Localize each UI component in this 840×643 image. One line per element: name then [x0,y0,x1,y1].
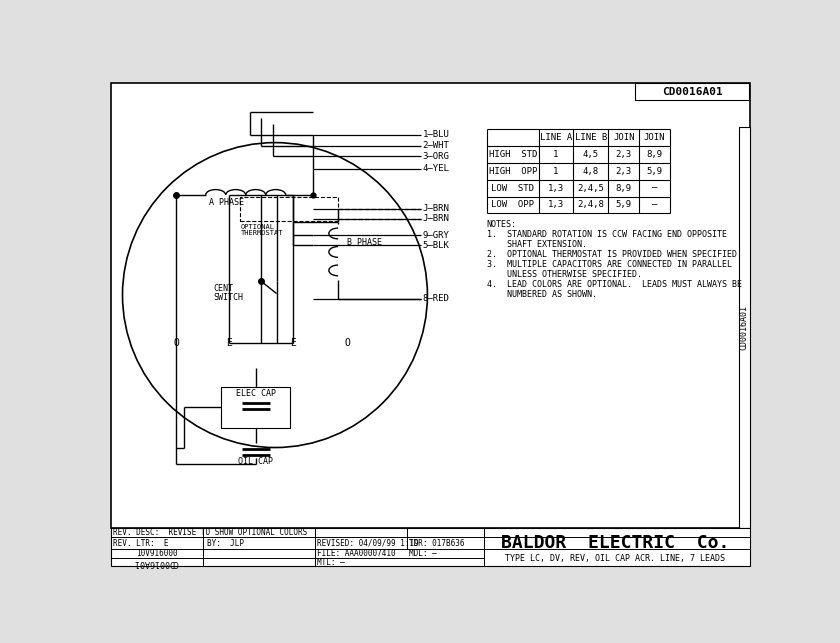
Bar [635,84,749,100]
Text: TDR: 017B636: TDR: 017B636 [409,538,465,547]
Text: A PHASE: A PHASE [209,198,244,207]
Text: –: – [652,183,657,192]
Text: UNLESS OTHERWISE SPECIFIED.: UNLESS OTHERWISE SPECIFIED. [486,270,642,279]
Text: 10V916000: 10V916000 [136,549,178,558]
Text: 9–GRY: 9–GRY [423,230,449,239]
Text: E: E [291,338,297,348]
Text: 5–BLK: 5–BLK [423,240,449,249]
Text: 2–WHT: 2–WHT [423,141,449,150]
Text: 8,9: 8,9 [616,183,632,192]
Text: JOIN: JOIN [643,132,665,141]
Text: 5,9: 5,9 [616,201,632,210]
Text: ELEC CAP: ELEC CAP [236,389,276,398]
Text: TYPE LC, DV, REV, OIL CAP ACR. LINE, 7 LEADS: TYPE LC, DV, REV, OIL CAP ACR. LINE, 7 L… [506,554,725,563]
Text: SWITCH: SWITCH [213,293,244,302]
Text: CENT: CENT [213,284,234,293]
Text: LINE B: LINE B [575,132,606,141]
Text: B PHASE: B PHASE [348,238,382,247]
Text: 1: 1 [554,167,559,176]
Bar [111,82,750,528]
Text: –: – [652,201,657,210]
Text: O: O [344,338,350,348]
Text: BALDOR  ELECTRIC  Co.: BALDOR ELECTRIC Co. [501,534,729,552]
Text: 4–YEL: 4–YEL [423,165,449,174]
Text: REV. DESC:  REVISE TO SHOW OPTIONAL COLORS: REV. DESC: REVISE TO SHOW OPTIONAL COLOR… [113,528,307,537]
Bar [111,528,750,566]
Text: 4.  LEAD COLORS ARE OPTIONAL.  LEADS MUST ALWAYS BE: 4. LEAD COLORS ARE OPTIONAL. LEADS MUST … [486,280,742,289]
Text: 2,3: 2,3 [616,150,632,159]
Text: 2,4,5: 2,4,5 [577,183,604,192]
Text: 1–BLU: 1–BLU [423,131,449,140]
Text: BY:  JLP: BY: JLP [207,538,244,547]
Text: O: O [174,338,179,348]
Text: REV. LTR:  E: REV. LTR: E [113,538,169,547]
Text: 5,9: 5,9 [647,167,663,176]
Text: OPTIONAL: OPTIONAL [241,224,275,230]
Text: CD0016A01: CD0016A01 [662,87,722,97]
Text: 4,5: 4,5 [583,150,599,159]
Text: 1,3: 1,3 [548,183,564,192]
Text: SHAFT EXTENSION.: SHAFT EXTENSION. [486,240,586,249]
Text: JOIN: JOIN [613,132,634,141]
Text: 2.  OPTIONAL THERMOSTAT IS PROVIDED WHEN SPECIFIED.: 2. OPTIONAL THERMOSTAT IS PROVIDED WHEN … [486,249,742,258]
Text: 1,3: 1,3 [548,201,564,210]
Text: HIGH  STD: HIGH STD [489,150,537,159]
Text: FILE: AAA00007410: FILE: AAA00007410 [317,549,395,558]
Text: THERMOSTAT: THERMOSTAT [241,230,284,237]
Text: LOW  STD: LOW STD [491,183,534,192]
Text: LINE A: LINE A [540,132,572,141]
Text: MDL: –: MDL: – [409,549,437,558]
Text: OIL CAP: OIL CAP [239,457,273,466]
Text: 1: 1 [554,150,559,159]
Text: HIGH  OPP: HIGH OPP [489,167,537,176]
Text: 8,9: 8,9 [647,150,663,159]
Text: E: E [226,338,232,348]
Text: NOTES:: NOTES: [486,220,517,229]
Text: 2,3: 2,3 [616,167,632,176]
Text: CD0016A01: CD0016A01 [133,557,178,566]
Text: 4,8: 4,8 [583,167,599,176]
Text: 3–ORG: 3–ORG [423,152,449,161]
Text: LOW  OPP: LOW OPP [491,201,534,210]
Text: 1.  STANDARD ROTATION IS CCW FACING END OPPOSITE: 1. STANDARD ROTATION IS CCW FACING END O… [486,230,727,239]
Text: CD0016A01: CD0016A01 [739,305,748,350]
Bar [221,388,291,428]
Text: 8–RED: 8–RED [423,294,449,303]
Text: REVISED: 04/09/99 1:19: REVISED: 04/09/99 1:19 [317,538,418,547]
Text: MTL: –: MTL: – [317,557,344,566]
Text: 2,4,8: 2,4,8 [577,201,604,210]
Text: 3.  MULTIPLE CAPACITORS ARE CONNECTED IN PARALLEL: 3. MULTIPLE CAPACITORS ARE CONNECTED IN … [486,260,732,269]
Bar [738,127,750,528]
Text: NUMBERED AS SHOWN.: NUMBERED AS SHOWN. [486,290,596,299]
Text: J–BRN: J–BRN [423,204,449,213]
Bar [239,197,339,221]
Text: J–BRN: J–BRN [423,214,449,223]
